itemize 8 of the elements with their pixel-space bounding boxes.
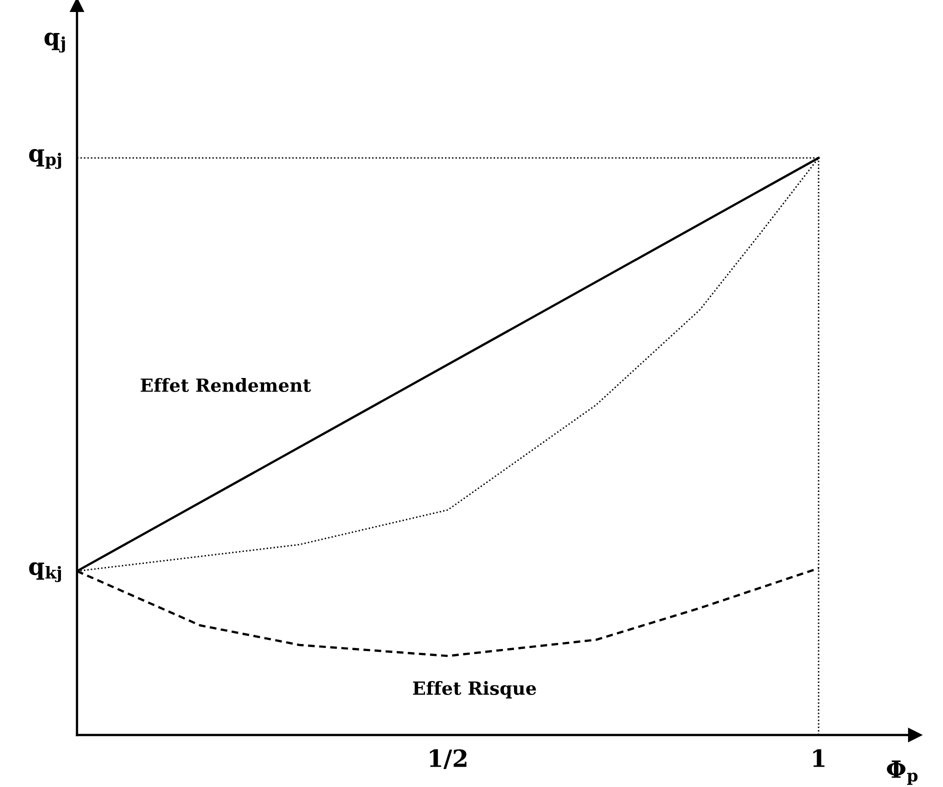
y-axis-title: q$_{j}$: [44, 32, 65, 53]
annotation: q$_{pj}$: [29, 149, 62, 169]
annotation: q$_{kj}$: [29, 562, 61, 582]
annotation: Effet Risque: [413, 681, 536, 698]
annotation: Effet Rendement: [140, 378, 311, 392]
x-tick-label: 1/2: [430, 749, 466, 770]
x-tick-label: 1: [813, 749, 824, 767]
x-axis-title: Φ$_{p}$: [886, 760, 918, 785]
